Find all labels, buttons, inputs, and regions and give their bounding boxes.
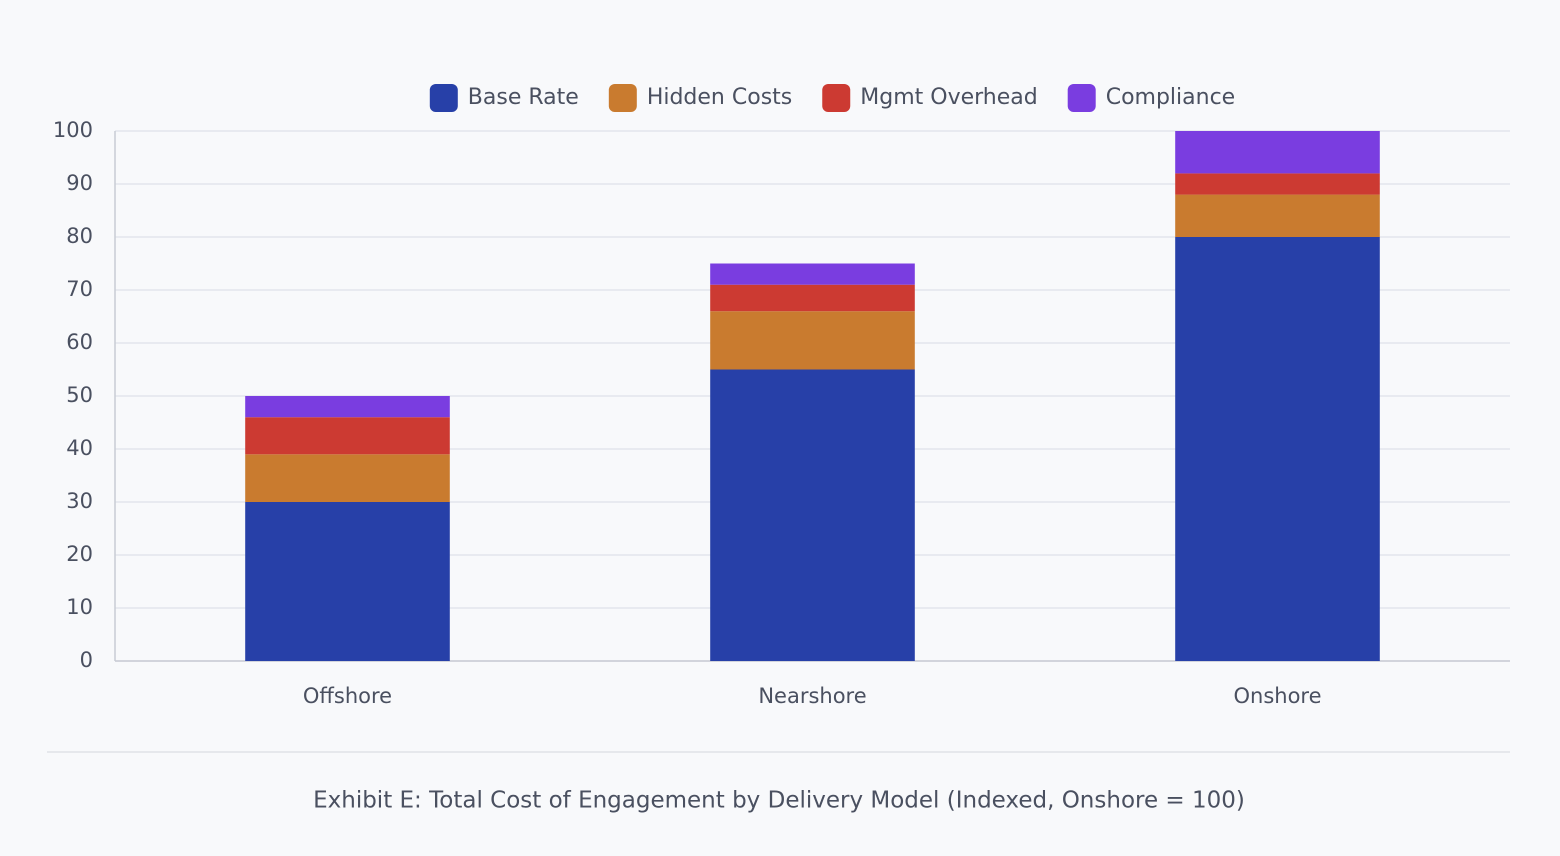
y-tick-label: 50 xyxy=(66,383,93,407)
y-tick-label: 60 xyxy=(66,330,93,354)
y-tick-label: 40 xyxy=(66,436,93,460)
bar-segment xyxy=(1175,131,1380,174)
bar-segment xyxy=(1175,194,1380,237)
y-tick-label: 100 xyxy=(53,118,93,142)
x-tick-label: Onshore xyxy=(1233,684,1321,708)
bar-segment xyxy=(710,311,915,370)
bar-segment xyxy=(1175,237,1380,661)
y-tick-label: 0 xyxy=(80,648,93,672)
legend-label: Hidden Costs xyxy=(647,85,792,110)
x-tick-label: Offshore xyxy=(303,684,392,708)
y-tick-label: 80 xyxy=(66,224,93,248)
y-tick-label: 30 xyxy=(66,489,93,513)
y-tick-label: 70 xyxy=(66,277,93,301)
bar-segment xyxy=(245,417,450,455)
bar-segment xyxy=(245,396,450,418)
legend-label: Mgmt Overhead xyxy=(860,85,1037,110)
bar-segment xyxy=(245,502,450,661)
bar-segment xyxy=(1175,173,1380,195)
y-tick-label: 90 xyxy=(66,171,93,195)
bar-segment xyxy=(710,284,915,312)
bar-segment xyxy=(710,263,915,285)
bar-segment xyxy=(245,454,450,502)
y-tick-label: 10 xyxy=(66,595,93,619)
legend-swatch xyxy=(1067,84,1096,112)
legend-swatch xyxy=(429,84,458,112)
x-tick-label: Nearshore xyxy=(758,684,866,708)
legend-label: Base Rate xyxy=(468,85,579,110)
chart-title: Exhibit E: Total Cost of Engagement by D… xyxy=(313,788,1245,814)
bar-segment xyxy=(710,369,915,661)
legend-swatch xyxy=(822,84,851,112)
legend-swatch xyxy=(608,84,637,112)
legend-label: Compliance xyxy=(1106,85,1236,110)
y-tick-label: 20 xyxy=(66,542,93,566)
